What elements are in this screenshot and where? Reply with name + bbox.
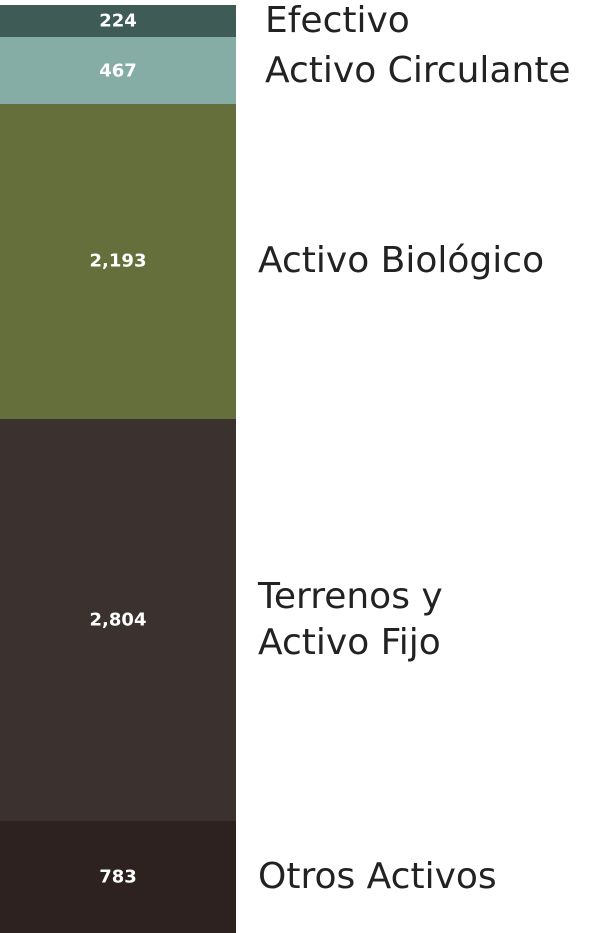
bar-segment [0,5,236,38]
bar-segment [0,104,236,419]
bar-segment [0,37,236,105]
value-label: 783 [99,866,137,888]
bar-segment [0,418,236,821]
category-label: Otros Activos [258,855,497,897]
value-label: 2,193 [89,250,147,272]
value-label: 467 [99,60,137,82]
category-label: Activo Biológico [258,240,545,282]
category-label: Terrenos y Activo Fijo [258,575,443,663]
bar-segment [0,820,236,933]
value-label: 224 [99,10,137,32]
category-label: Activo Circulante [265,49,571,91]
value-label: 2,804 [89,609,147,631]
category-label: Efectivo [265,0,410,42]
